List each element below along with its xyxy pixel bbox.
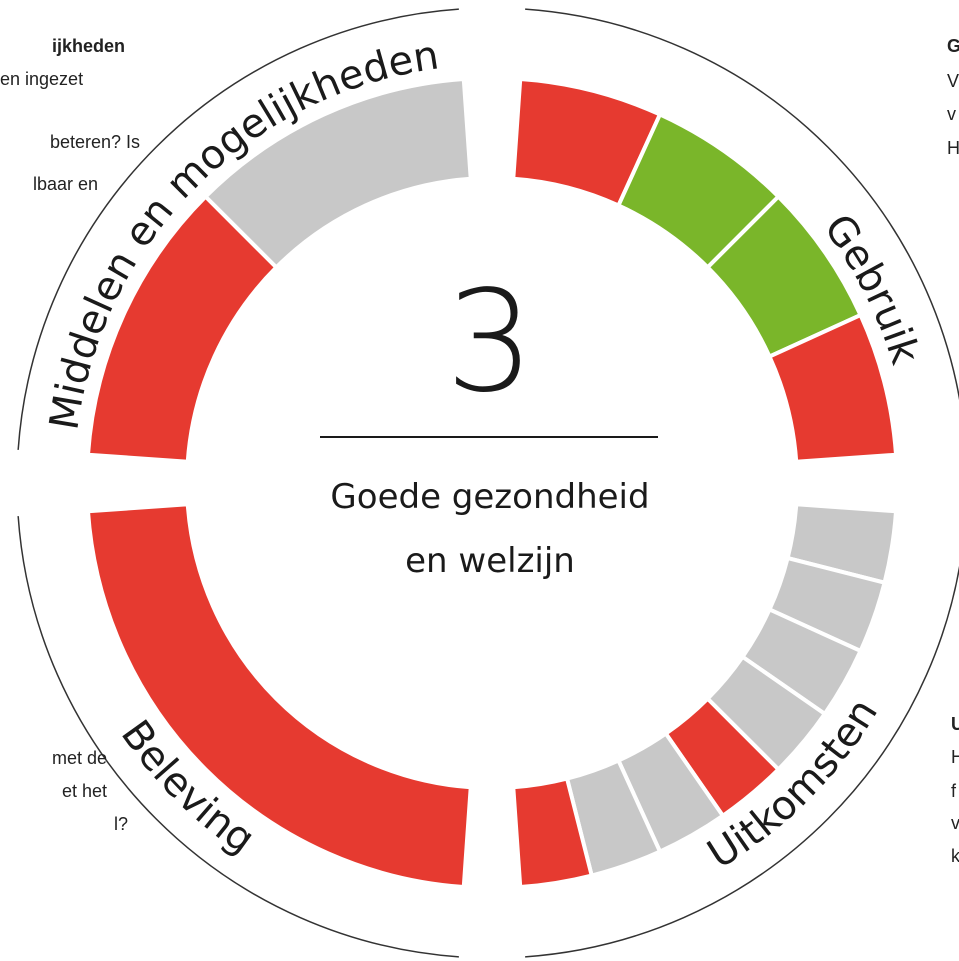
- segment: [766, 312, 899, 464]
- side-text: l?: [114, 814, 128, 834]
- side-text: G: [947, 36, 959, 56]
- side-text: v: [951, 813, 959, 833]
- side-text: k: [951, 846, 959, 866]
- side-text: ijkheden: [52, 36, 125, 56]
- side-text: v: [947, 104, 956, 124]
- side-text: f: [951, 781, 957, 801]
- side-text: met de: [52, 748, 107, 768]
- center-title: Goede gezondheid: [330, 477, 649, 517]
- side-text: en ingezet: [0, 69, 83, 89]
- outer-ring-arc: [525, 565, 959, 958]
- outer-ring-arc: [17, 8, 459, 450]
- segment: [202, 76, 473, 271]
- side-text: V: [947, 71, 959, 91]
- segment: [85, 502, 473, 890]
- side-text: U: [951, 714, 959, 734]
- outer-ring-arc: [525, 8, 959, 401]
- center-title: en welzijn: [405, 541, 575, 581]
- center-number: 3: [445, 261, 534, 424]
- side-text: et het: [62, 781, 107, 801]
- side-text: lbaar en: [33, 174, 98, 194]
- segment: [511, 776, 595, 890]
- side-text: H: [951, 747, 959, 767]
- outer-ring-arc: [17, 516, 459, 958]
- side-text: beteren? Is: [50, 132, 140, 152]
- side-text: H: [947, 138, 959, 158]
